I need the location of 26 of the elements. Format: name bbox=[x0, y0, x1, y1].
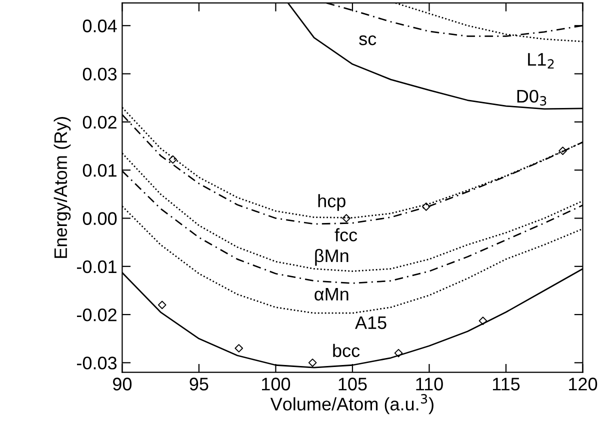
x-axis-title: Volume/Atom (a.u.$^{3}$) bbox=[270, 394, 434, 414]
x-tick-label: 105 bbox=[338, 378, 367, 390]
series-label: αMn bbox=[314, 288, 348, 301]
y-tick-label: 0.01 bbox=[82, 164, 116, 177]
x-tick-label: 90 bbox=[113, 378, 132, 390]
series-label: D0$_{3}$ bbox=[517, 90, 546, 106]
x-tick-label: 110 bbox=[416, 378, 443, 390]
series-label: A15 bbox=[355, 316, 386, 330]
series-label: hcp bbox=[318, 194, 346, 211]
y-tick-label: -0.03 bbox=[76, 356, 117, 370]
series-label: βMn bbox=[315, 248, 348, 266]
series-label: fcc bbox=[334, 228, 358, 242]
x-tick-label: 100 bbox=[262, 378, 290, 390]
x-tick-label: 115 bbox=[492, 378, 520, 390]
y-tick-label: 0.02 bbox=[82, 116, 116, 129]
x-tick-label: 95 bbox=[190, 378, 208, 390]
y-tick-label: 0.04 bbox=[82, 20, 117, 32]
series-label: sc bbox=[359, 35, 376, 46]
series-label: L1$_{2}$ bbox=[528, 53, 554, 69]
y-axis-title: Energy/Atom (Ry) bbox=[54, 117, 71, 258]
y-tick-label: -0.02 bbox=[76, 308, 116, 322]
x-tick-label: 120 bbox=[569, 378, 598, 390]
y-tick-label: 0.03 bbox=[82, 68, 117, 80]
y-tick-label: -0.01 bbox=[76, 260, 116, 274]
y-tick-label: 0.00 bbox=[82, 212, 117, 225]
series-label: bcc bbox=[333, 344, 360, 358]
